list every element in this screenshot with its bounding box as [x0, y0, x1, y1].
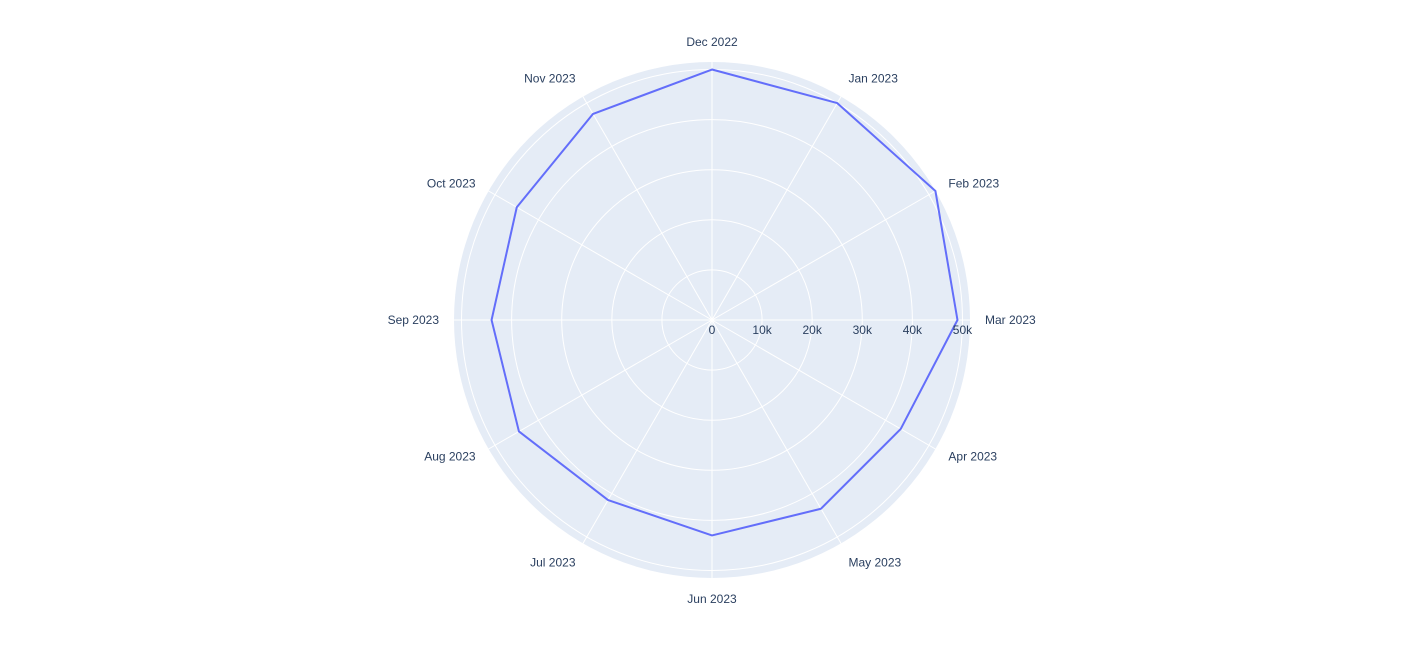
angular-tick-label: Mar 2023	[985, 313, 1036, 327]
radial-tick-label: 0	[709, 323, 716, 337]
radial-tick-label: 20k	[803, 323, 823, 337]
angular-tick-label: Feb 2023	[948, 177, 999, 191]
angular-gridline	[488, 319, 713, 450]
angular-gridline	[488, 190, 713, 321]
angular-gridline	[711, 319, 936, 450]
angular-gridline	[711, 190, 936, 321]
angular-tick-label: Apr 2023	[948, 450, 997, 464]
radial-tick-label: 10k	[752, 323, 772, 337]
angular-tick-label: May 2023	[849, 555, 902, 569]
angular-gridline	[711, 319, 842, 544]
radial-tick-label: 50k	[953, 323, 973, 337]
radial-tick-label: 40k	[903, 323, 923, 337]
angular-tick-label: Jan 2023	[849, 72, 899, 86]
angular-gridline	[582, 96, 713, 321]
series-line	[490, 68, 959, 537]
angular-gridline	[582, 319, 713, 544]
angular-tick-label: Jul 2023	[530, 555, 576, 569]
angular-gridline	[711, 96, 842, 321]
angular-tick-label: Nov 2023	[524, 72, 576, 86]
angular-tick-label: Oct 2023	[427, 177, 476, 191]
angular-tick-label: Jun 2023	[687, 592, 737, 606]
angular-tick-label: Sep 2023	[388, 313, 440, 327]
radial-tick-label: 30k	[853, 323, 873, 337]
angular-tick-label: Aug 2023	[424, 450, 476, 464]
angular-tick-label: Dec 2022	[686, 35, 738, 49]
